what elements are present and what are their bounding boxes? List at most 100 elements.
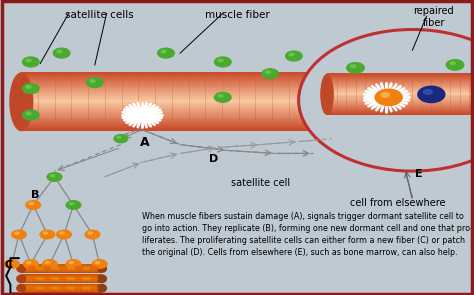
Text: B: B: [31, 190, 39, 200]
Bar: [21, 276, 102, 277]
Circle shape: [90, 266, 99, 271]
Bar: [21, 109, 322, 111]
Circle shape: [346, 62, 365, 74]
Bar: [327, 104, 474, 106]
Bar: [21, 280, 102, 281]
Bar: [21, 127, 322, 128]
Text: muscle fiber: muscle fiber: [205, 10, 269, 20]
Bar: [327, 114, 474, 115]
Bar: [21, 107, 322, 109]
Circle shape: [289, 53, 295, 56]
Bar: [21, 84, 322, 86]
Ellipse shape: [97, 274, 107, 283]
Bar: [327, 84, 474, 85]
Circle shape: [285, 50, 303, 62]
Circle shape: [265, 70, 271, 74]
Bar: [21, 272, 102, 273]
Circle shape: [46, 172, 63, 182]
Bar: [21, 277, 102, 278]
Circle shape: [53, 47, 71, 59]
Bar: [21, 278, 102, 279]
Circle shape: [39, 230, 55, 240]
Bar: [21, 78, 322, 80]
Bar: [21, 275, 102, 276]
Bar: [327, 102, 474, 104]
Bar: [21, 119, 322, 121]
Bar: [327, 88, 474, 89]
Circle shape: [299, 30, 474, 171]
Circle shape: [43, 266, 52, 271]
Bar: [21, 285, 102, 286]
Bar: [21, 106, 322, 108]
Circle shape: [56, 50, 63, 53]
Bar: [327, 76, 474, 77]
Bar: [21, 75, 322, 77]
Bar: [21, 73, 322, 75]
Bar: [327, 108, 474, 109]
Bar: [21, 103, 322, 105]
Circle shape: [214, 92, 232, 103]
Text: E: E: [415, 169, 422, 179]
Circle shape: [26, 58, 32, 62]
Bar: [21, 100, 322, 102]
Bar: [21, 96, 322, 97]
Bar: [327, 97, 474, 99]
Circle shape: [59, 276, 67, 281]
Circle shape: [26, 85, 32, 89]
Bar: [327, 75, 474, 76]
Bar: [21, 94, 322, 96]
Circle shape: [446, 59, 465, 71]
Bar: [21, 276, 102, 277]
Circle shape: [65, 200, 82, 210]
Circle shape: [14, 231, 20, 235]
Bar: [327, 79, 474, 80]
Bar: [327, 77, 474, 78]
Ellipse shape: [97, 284, 107, 293]
Circle shape: [45, 261, 51, 264]
Bar: [327, 101, 474, 103]
Bar: [327, 90, 474, 91]
Bar: [327, 73, 474, 75]
Circle shape: [26, 112, 32, 115]
Circle shape: [86, 77, 104, 88]
Circle shape: [23, 259, 39, 269]
Ellipse shape: [16, 284, 27, 293]
Bar: [327, 78, 474, 79]
Bar: [21, 280, 102, 281]
Circle shape: [43, 286, 52, 291]
Bar: [21, 115, 322, 117]
Bar: [21, 101, 322, 103]
Circle shape: [26, 261, 32, 264]
Bar: [21, 97, 322, 99]
Circle shape: [22, 109, 40, 121]
Bar: [327, 86, 474, 87]
Bar: [21, 266, 102, 267]
Bar: [327, 83, 474, 84]
Bar: [327, 82, 474, 83]
Bar: [327, 106, 474, 107]
Bar: [327, 95, 474, 96]
Circle shape: [65, 259, 82, 269]
Bar: [21, 269, 102, 270]
Circle shape: [27, 266, 36, 271]
Bar: [21, 79, 322, 81]
Circle shape: [116, 136, 122, 139]
Bar: [21, 81, 322, 83]
Bar: [21, 88, 322, 90]
Bar: [21, 90, 322, 91]
Bar: [21, 93, 322, 94]
Circle shape: [69, 261, 74, 264]
Bar: [21, 267, 102, 268]
Bar: [327, 111, 474, 112]
Circle shape: [22, 83, 40, 94]
Bar: [21, 104, 322, 106]
Circle shape: [59, 231, 65, 235]
Bar: [21, 85, 322, 87]
Bar: [21, 113, 322, 115]
Bar: [21, 291, 102, 292]
Bar: [327, 85, 474, 86]
Bar: [327, 100, 474, 102]
Bar: [21, 87, 322, 88]
Circle shape: [74, 266, 83, 271]
Bar: [21, 279, 102, 280]
